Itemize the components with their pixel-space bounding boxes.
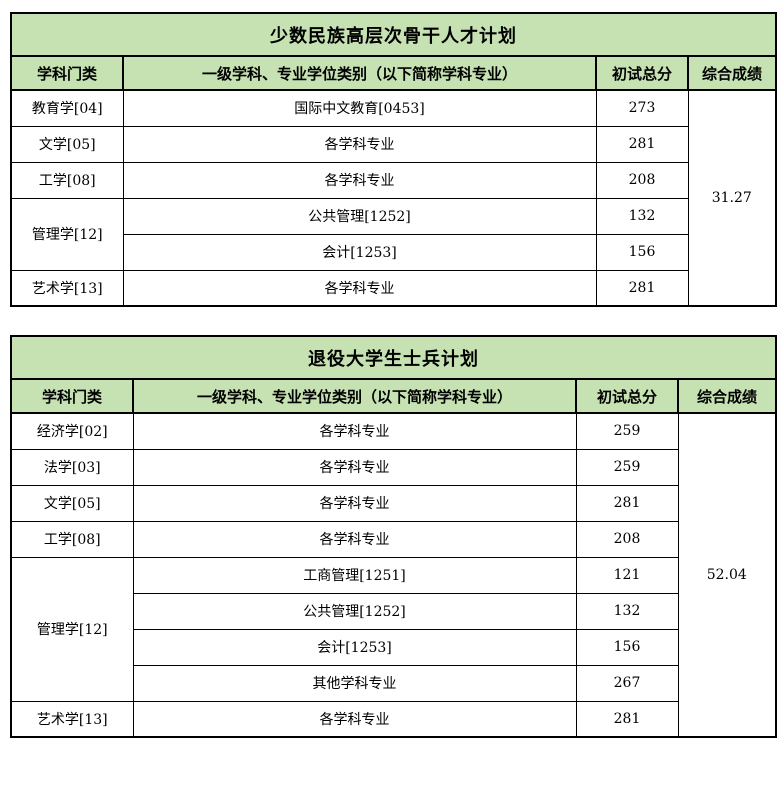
major-cell: 会计[1253] <box>132 628 577 666</box>
score-cell: 273 <box>595 89 689 127</box>
category-cell: 艺术学[13] <box>10 269 124 307</box>
category-cell: 文学[05] <box>10 484 134 522</box>
major-cell: 各学科专业 <box>122 269 597 307</box>
composite-score-cell: 52.04 <box>677 412 777 738</box>
table-row: 经济学[02] 各学科专业 259 52.04 <box>10 412 777 738</box>
category-cell: 经济学[02] <box>10 412 134 450</box>
table-row: 艺术学[13] 各学科专业 281 <box>10 700 776 738</box>
table-row: 公共管理[1252] 132 <box>11 592 776 630</box>
table-row: 文学[05] 各学科专业 281 <box>10 125 776 163</box>
major-cell: 工商管理[1251] <box>132 556 577 594</box>
major-cell: 各学科专业 <box>132 484 577 522</box>
table-row: 法学[03] 各学科专业 259 <box>10 448 776 486</box>
major-cell: 各学科专业 <box>132 448 577 486</box>
table-row: 工学[08] 各学科专业 208 <box>10 520 776 558</box>
column-header-1: 一级学科、专业学位类别（以下简称学科专业） <box>132 378 577 414</box>
score-cell: 132 <box>595 197 689 235</box>
table-row: 教育学[04] 国际中文教育[0453] 273 31.27 <box>10 89 777 307</box>
score-cell: 132 <box>575 592 679 630</box>
table-row: 其他学科专业 267 <box>11 664 776 702</box>
category-cell: 法学[03] <box>10 448 134 486</box>
score-cell: 156 <box>575 628 679 666</box>
category-cell: 教育学[04] <box>10 89 124 127</box>
column-header-3: 综合成绩 <box>687 55 777 91</box>
column-header-0: 学科门类 <box>10 378 134 414</box>
column-header-1: 一级学科、专业学位类别（以下简称学科专业） <box>122 55 597 91</box>
table-row: 工学[08] 各学科专业 208 <box>10 161 776 199</box>
major-cell: 公共管理[1252] <box>132 592 577 630</box>
composite-score-cell: 31.27 <box>687 89 777 307</box>
score-cell: 259 <box>575 412 679 450</box>
table-row: 管理学[12] 工商管理[1251] 121 <box>10 556 776 702</box>
category-cell: 工学[08] <box>10 161 124 199</box>
score-cell: 281 <box>595 269 689 307</box>
major-cell: 各学科专业 <box>122 125 597 163</box>
score-cell: 281 <box>595 125 689 163</box>
category-cell: 工学[08] <box>10 520 134 558</box>
major-cell: 各学科专业 <box>132 520 577 558</box>
major-cell: 会计[1253] <box>122 233 597 271</box>
table-row: 管理学[12] 公共管理[1252] 132 <box>10 197 776 271</box>
score-cell: 156 <box>595 233 689 271</box>
score-cell: 259 <box>575 448 679 486</box>
score-cell: 267 <box>575 664 679 702</box>
table-row: 艺术学[13] 各学科专业 281 <box>10 269 776 307</box>
column-header-0: 学科门类 <box>10 55 124 91</box>
table-title: 少数民族高层次骨干人才计划 <box>10 12 777 57</box>
plan-table: 少数民族高层次骨干人才计划 学科门类 一级学科、专业学位类别（以下简称学科专业） 初试… <box>10 12 777 307</box>
title-row: 少数民族高层次骨干人才计划 <box>10 12 777 57</box>
table-row: 会计[1253] 156 <box>11 233 776 271</box>
major-cell: 各学科专业 <box>132 700 577 738</box>
title-row: 退役大学生士兵计划 <box>10 335 777 380</box>
header-row: 学科门类 一级学科、专业学位类别（以下简称学科专业） 初试总分 综合成绩 <box>10 378 777 414</box>
score-cell: 121 <box>575 556 679 594</box>
header-row: 学科门类 一级学科、专业学位类别（以下简称学科专业） 初试总分 综合成绩 <box>10 55 777 91</box>
major-cell: 公共管理[1252] <box>122 197 597 235</box>
major-cell: 国际中文教育[0453] <box>122 89 597 127</box>
category-cell: 艺术学[13] <box>10 700 134 738</box>
category-cell: 管理学[12] <box>10 197 124 271</box>
column-header-3: 综合成绩 <box>677 378 777 414</box>
plan-table: 退役大学生士兵计划 学科门类 一级学科、专业学位类别（以下简称学科专业） 初试总分 综合… <box>10 335 777 738</box>
column-header-2: 初试总分 <box>575 378 679 414</box>
admission-score-tables: 少数民族高层次骨干人才计划 学科门类 一级学科、专业学位类别（以下简称学科专业） 初试… <box>10 12 777 738</box>
score-cell: 281 <box>575 700 679 738</box>
column-header-2: 初试总分 <box>595 55 689 91</box>
major-cell: 各学科专业 <box>132 412 577 450</box>
table-title: 退役大学生士兵计划 <box>10 335 777 380</box>
score-cell: 208 <box>595 161 689 199</box>
major-cell: 各学科专业 <box>122 161 597 199</box>
score-cell: 208 <box>575 520 679 558</box>
category-cell: 文学[05] <box>10 125 124 163</box>
category-cell: 管理学[12] <box>10 556 134 702</box>
score-cell: 281 <box>575 484 679 522</box>
table-row: 文学[05] 各学科专业 281 <box>10 484 776 522</box>
major-cell: 其他学科专业 <box>132 664 577 702</box>
